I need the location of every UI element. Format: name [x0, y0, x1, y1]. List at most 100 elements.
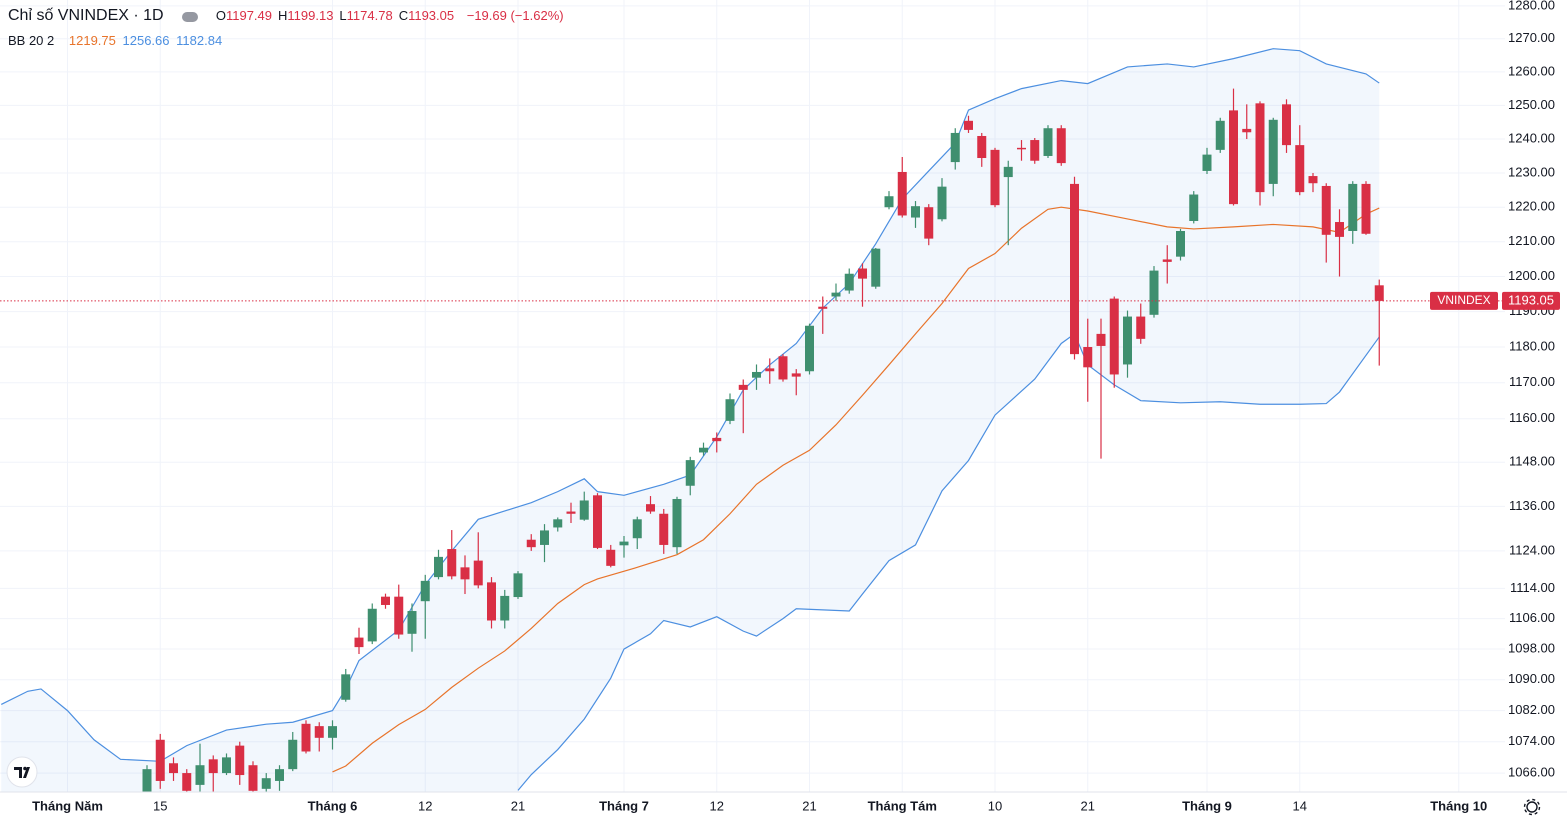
candle-body [394, 596, 404, 635]
candle-body [261, 778, 271, 789]
y-tick-label: 1090.00 [1508, 671, 1555, 686]
candle-body [1335, 222, 1344, 237]
price-tag-bg [1430, 291, 1498, 310]
candle-body [765, 368, 775, 372]
candle-body [1189, 194, 1199, 221]
candle-body [526, 539, 536, 548]
x-tick-label: 12 [710, 798, 724, 813]
candle-body [473, 560, 483, 586]
candle-body [950, 132, 960, 163]
y-tick-label: 1280.00 [1508, 0, 1555, 12]
symbol-title: Chỉ số VNINDEX · 1D [8, 7, 164, 24]
candle-body [513, 573, 523, 598]
x-tick-label: 21 [511, 798, 525, 813]
y-tick-label: 1230.00 [1508, 164, 1555, 179]
settings-icon[interactable] [1523, 798, 1541, 816]
tv-logo[interactable] [6, 756, 38, 788]
candle-body [858, 268, 867, 279]
y-tick-label: 1220.00 [1508, 199, 1555, 214]
candle-body [1255, 103, 1265, 193]
candle-body [805, 325, 814, 372]
candle-body [195, 765, 205, 785]
ohlc-label: O [215, 8, 226, 23]
y-tick-label: 1260.00 [1508, 63, 1555, 78]
y-tick-label: 1160.00 [1509, 410, 1555, 425]
y-tick-label: 1240.00 [1508, 130, 1555, 145]
candle-body [1136, 316, 1146, 339]
candle-body [752, 371, 761, 378]
y-tick-label: 1270.00 [1508, 30, 1555, 45]
y-tick-label: 1114.00 [1510, 580, 1555, 595]
bb-lower: 1182.84 [176, 33, 223, 48]
candle-body [1083, 347, 1093, 368]
candle-body [328, 726, 337, 738]
candle-body [301, 723, 311, 752]
y-tick-label: 1082.00 [1508, 702, 1555, 717]
candle-body [354, 637, 364, 648]
candle-body [593, 495, 602, 548]
grid [0, 0, 1505, 792]
candle-body [632, 519, 642, 539]
x-tick-label: 10 [988, 798, 1002, 813]
candle-body [725, 399, 735, 421]
candle-body [1202, 154, 1212, 171]
legend-row: Chỉ số VNINDEX · 1D O1197.49 H1199.13 L117… [8, 7, 567, 25]
y-tick-label: 1124.00 [1509, 542, 1555, 557]
candle-body [990, 149, 1000, 206]
band-lower [517, 332, 1380, 791]
candle-body [381, 596, 390, 605]
candle-body [897, 171, 907, 216]
candle-body [460, 567, 470, 580]
candle-body [738, 384, 748, 390]
candle-body [1070, 183, 1079, 355]
change: −19.69 (−1.62%) [466, 8, 564, 23]
candle-body [1215, 120, 1225, 150]
candle-body [977, 135, 987, 159]
visibility-toggle[interactable] [182, 11, 199, 22]
candle-body [818, 306, 828, 309]
x-tick-label: 15 [153, 798, 167, 813]
candle-body [1096, 333, 1106, 346]
y-tick-label: 1066.00 [1508, 765, 1555, 780]
candle-body [1176, 231, 1185, 257]
x-tick-label: 21 [1081, 798, 1095, 813]
y-tick-label: 1170.00 [1509, 374, 1555, 389]
indicator-row: BB 20 2 1219.75 1256.66 1182.84 [8, 33, 225, 48]
ohlc-label: C [398, 8, 409, 23]
candle-body [911, 206, 920, 218]
candle-body [1282, 104, 1291, 146]
x-tick-label: Tháng 6 [308, 798, 358, 813]
y-tick-label: 1106.00 [1509, 610, 1555, 625]
candle-body [964, 120, 973, 130]
candle-body [791, 373, 801, 377]
y-tick-label: 1250.00 [1508, 97, 1555, 112]
ohlc-values: O1197.49 H1199.13 L1174.78 C1193.05 [216, 8, 460, 23]
price-tag-name: VNINDEX [1437, 293, 1490, 307]
candle-body [341, 674, 351, 700]
candle-body [314, 726, 324, 738]
axes: 1280.00 1270.00 1260.00 1250.00 1240.00 1230.… [32, 0, 1560, 813]
candle-body [1043, 128, 1053, 156]
y-tick-label: 1074.00 [1508, 733, 1555, 748]
x-tick-label: 14 [1293, 798, 1307, 813]
candle-body [1109, 298, 1119, 375]
candle-body [579, 500, 589, 520]
x-tick-label: 12 [418, 798, 432, 813]
candle-body [1348, 183, 1358, 232]
candle-body [1268, 119, 1278, 184]
candle-body [1030, 140, 1040, 161]
ohlc-label: H [278, 8, 288, 23]
candle-body [1295, 145, 1305, 193]
bb-upper: 1256.66 [122, 33, 170, 48]
candle-body [566, 511, 576, 514]
ohlc-value: 1197.49 [225, 8, 272, 23]
ohlc-value: 1174.78 [346, 8, 393, 23]
price-tag-value-bg [1502, 291, 1560, 310]
x-tick-label: Tháng Năm [32, 798, 103, 813]
x-tick-label: Tháng 9 [1182, 798, 1232, 813]
band-fill [1, 48, 1380, 792]
candle-body [142, 769, 152, 792]
candle-body [248, 765, 258, 791]
